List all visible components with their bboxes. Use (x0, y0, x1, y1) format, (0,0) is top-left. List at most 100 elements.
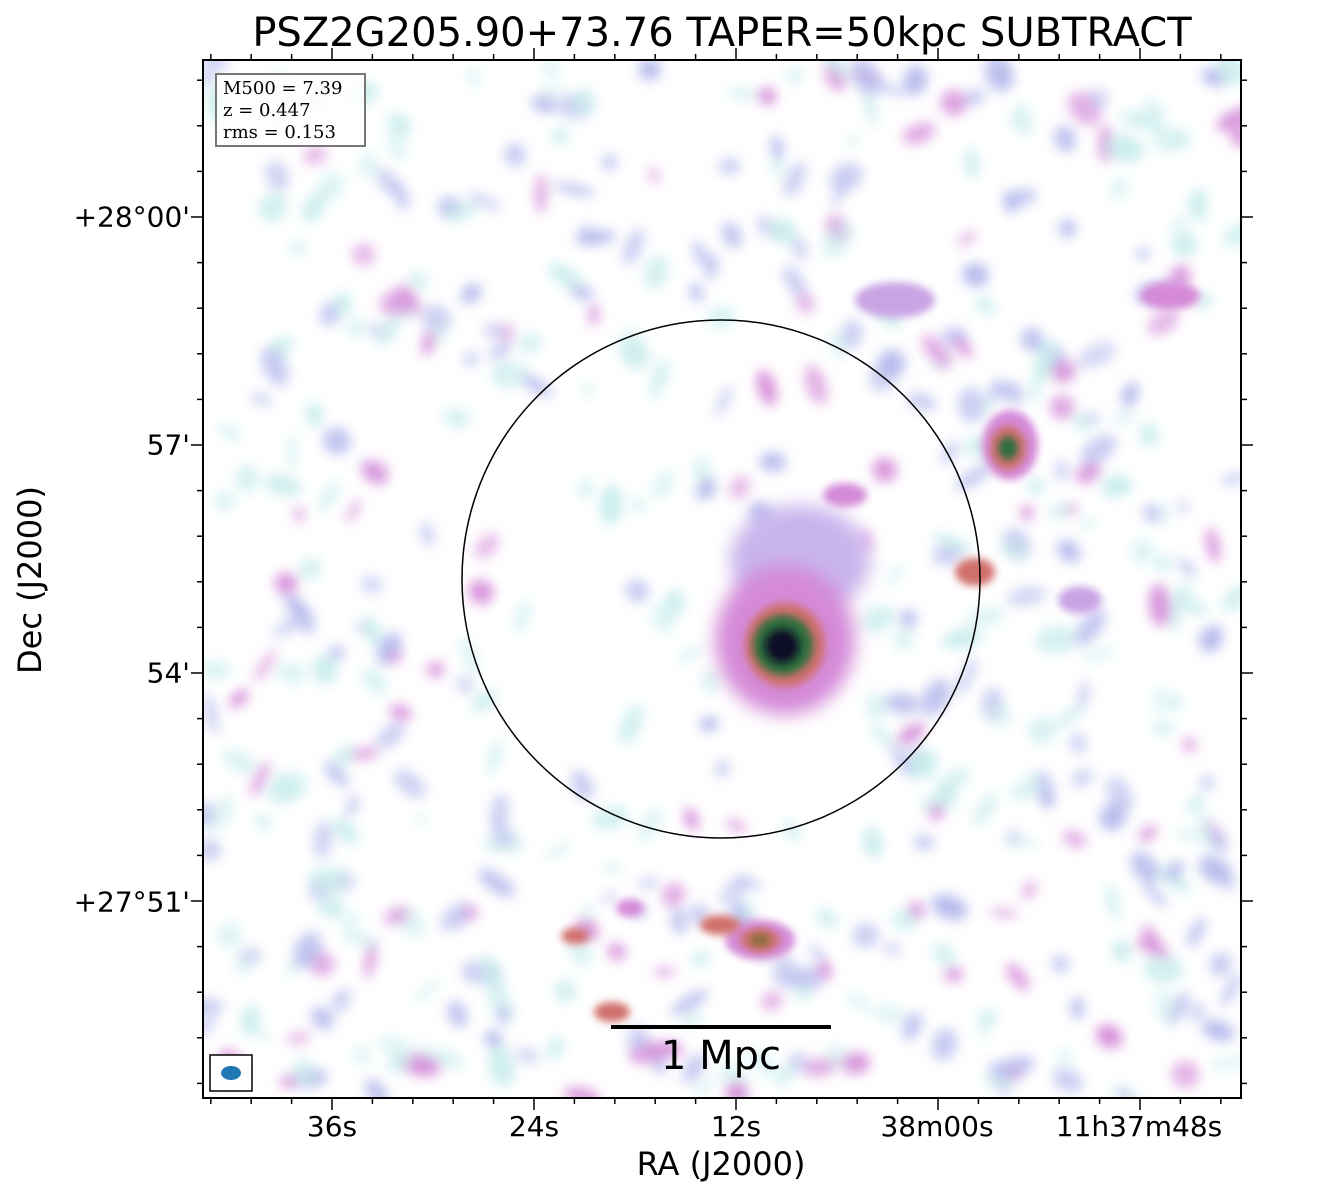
noise-blob (661, 882, 686, 907)
x-axis-label: RA (J2000) (636, 1145, 806, 1183)
noise-blob (1074, 608, 1107, 646)
noise-blob (1187, 917, 1206, 947)
noise-blob (460, 283, 482, 304)
axis-ticks (191, 48, 1253, 1110)
noise-blob (638, 60, 661, 81)
noise-blob (650, 358, 669, 398)
noise-blob (1138, 825, 1158, 842)
noise-blob (250, 393, 273, 406)
noise-blob (1020, 327, 1044, 352)
noise-blob (861, 605, 896, 633)
noise-blob (940, 440, 960, 465)
noise-blob (795, 291, 815, 315)
noise-blob (1000, 538, 1029, 561)
noise-blob (872, 457, 898, 483)
noise-blob (726, 88, 757, 99)
noise-blob (354, 1045, 370, 1064)
noise-blob (483, 322, 505, 339)
noise-blob (203, 60, 229, 72)
noise-blob (541, 60, 560, 79)
noise-blob (415, 815, 428, 824)
noise-blob (443, 408, 471, 428)
noise-blob (431, 1048, 464, 1069)
noise-blob (981, 395, 992, 417)
noise-blob (671, 989, 709, 1016)
xtick-label: 12s (710, 1110, 762, 1143)
noise-blob (627, 1025, 649, 1052)
noise-blob (827, 332, 848, 358)
noise-blob (359, 152, 377, 178)
noise-blob (1051, 359, 1076, 384)
noise-blob (264, 474, 302, 496)
noise-blob (725, 818, 747, 833)
noise-blob (1109, 177, 1129, 200)
noise-blob (1171, 1060, 1200, 1089)
ytick-label: +28°00' (73, 200, 190, 234)
noise-blob (203, 661, 231, 679)
noise-blob (217, 922, 243, 949)
noise-blob (631, 496, 645, 513)
noise-blob (203, 997, 224, 1017)
noise-blob (846, 133, 859, 149)
noise-blob (987, 379, 1008, 401)
noise-blob (1078, 679, 1089, 714)
noise-blob (490, 793, 509, 832)
noise-blob (1040, 792, 1055, 809)
noise-blob (761, 991, 783, 1011)
noise-blob (361, 459, 389, 485)
noise-blob (229, 689, 249, 708)
noise-blob (1028, 716, 1056, 745)
r500-circle (461, 319, 981, 839)
noise-blob (554, 979, 577, 1003)
noise-blob (468, 579, 494, 605)
noise-blob (421, 330, 435, 356)
noise-blob (681, 1013, 703, 1027)
noise-blob (699, 716, 719, 733)
noise-blob (770, 973, 810, 984)
noise-blob (821, 221, 854, 259)
noise-blob (718, 158, 741, 175)
noise-blob (1054, 459, 1069, 482)
noise-blob (519, 333, 541, 354)
noise-blob (1203, 623, 1221, 654)
noise-blob (889, 743, 912, 778)
noise-blob (260, 347, 289, 387)
noise-blob (340, 928, 380, 949)
noise-blob (1222, 584, 1241, 612)
noise-blob (883, 943, 902, 955)
noise-blob (487, 1045, 515, 1087)
noise-blob (988, 702, 1011, 728)
noise-blob (305, 402, 323, 427)
noise-blob (1111, 939, 1132, 963)
noise-blob (1140, 422, 1159, 447)
noise-blob (1019, 115, 1036, 137)
noise-blob (1171, 596, 1210, 615)
noise-blob (770, 135, 784, 160)
noise-blob (1030, 372, 1039, 405)
noise-blob (638, 877, 659, 888)
noise-blob (1101, 474, 1133, 498)
noise-blob (1049, 395, 1075, 420)
noise-blob (391, 178, 409, 211)
noise-blob (1081, 517, 1094, 531)
noise-blob (254, 650, 277, 682)
noise-blob (293, 603, 316, 635)
noise-blob (783, 162, 806, 198)
noise-blob (870, 723, 895, 749)
noise-blob (570, 770, 594, 800)
noise-blob (892, 627, 915, 652)
noise-blob (383, 906, 410, 926)
noise-blob (535, 173, 547, 214)
noise-blob (931, 1028, 958, 1061)
noise-blob (1164, 694, 1182, 711)
noise-blob (757, 87, 777, 105)
noise-blob (1198, 811, 1215, 853)
noise-blob (935, 783, 956, 809)
xtick-label: 38m00s (880, 1110, 994, 1143)
noise-blob (962, 262, 989, 288)
noise-blob (957, 386, 985, 423)
noise-blob (396, 282, 422, 316)
noise-blob (222, 749, 257, 774)
noise-blob (1056, 539, 1081, 563)
noise-blob (1052, 705, 1085, 729)
